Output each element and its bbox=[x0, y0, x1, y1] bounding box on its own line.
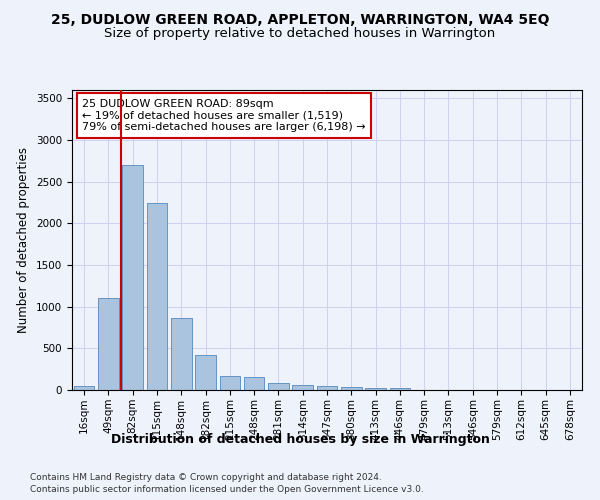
Text: 25 DUDLOW GREEN ROAD: 89sqm
← 19% of detached houses are smaller (1,519)
79% of : 25 DUDLOW GREEN ROAD: 89sqm ← 19% of det… bbox=[82, 99, 366, 132]
Bar bbox=[341, 387, 362, 390]
Text: Size of property relative to detached houses in Warrington: Size of property relative to detached ho… bbox=[104, 28, 496, 40]
Y-axis label: Number of detached properties: Number of detached properties bbox=[17, 147, 31, 333]
Text: Contains public sector information licensed under the Open Government Licence v3: Contains public sector information licen… bbox=[30, 485, 424, 494]
Bar bbox=[122, 165, 143, 390]
Bar bbox=[171, 318, 191, 390]
Text: Contains HM Land Registry data © Crown copyright and database right 2024.: Contains HM Land Registry data © Crown c… bbox=[30, 472, 382, 482]
Text: 25, DUDLOW GREEN ROAD, APPLETON, WARRINGTON, WA4 5EQ: 25, DUDLOW GREEN ROAD, APPLETON, WARRING… bbox=[51, 12, 549, 26]
Bar bbox=[292, 385, 313, 390]
Bar bbox=[146, 202, 167, 390]
Text: Distribution of detached houses by size in Warrington: Distribution of detached houses by size … bbox=[110, 432, 490, 446]
Bar bbox=[195, 356, 216, 390]
Bar bbox=[98, 298, 119, 390]
Bar bbox=[244, 376, 265, 390]
Bar bbox=[220, 376, 240, 390]
Bar bbox=[389, 388, 410, 390]
Bar bbox=[365, 388, 386, 390]
Bar bbox=[74, 386, 94, 390]
Bar bbox=[268, 382, 289, 390]
Bar bbox=[317, 386, 337, 390]
